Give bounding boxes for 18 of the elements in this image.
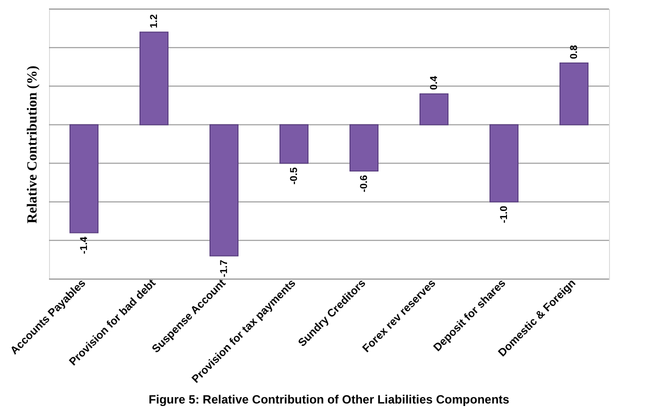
bar: [560, 62, 588, 126]
bar: [70, 124, 98, 234]
data-label: -0.6: [359, 174, 370, 192]
y-axis-title: Relative Contribution (%): [26, 65, 40, 224]
bar: [350, 124, 378, 172]
data-label: -1.7: [219, 259, 230, 278]
data-label: 0.4: [429, 76, 440, 90]
data-label: 0.8: [569, 44, 580, 59]
bar: [280, 124, 308, 164]
bar: [140, 32, 168, 126]
caption: Figure 5: Relative Contribution of Other Liabilities Components: [148, 392, 510, 407]
data-label: -1.4: [79, 236, 90, 254]
bar: [420, 93, 448, 126]
bar: [210, 124, 238, 256]
bar: [490, 124, 518, 202]
data-label: -1.0: [499, 205, 510, 224]
data-label: 1.2: [149, 14, 160, 28]
data-label: -0.5: [289, 166, 300, 185]
